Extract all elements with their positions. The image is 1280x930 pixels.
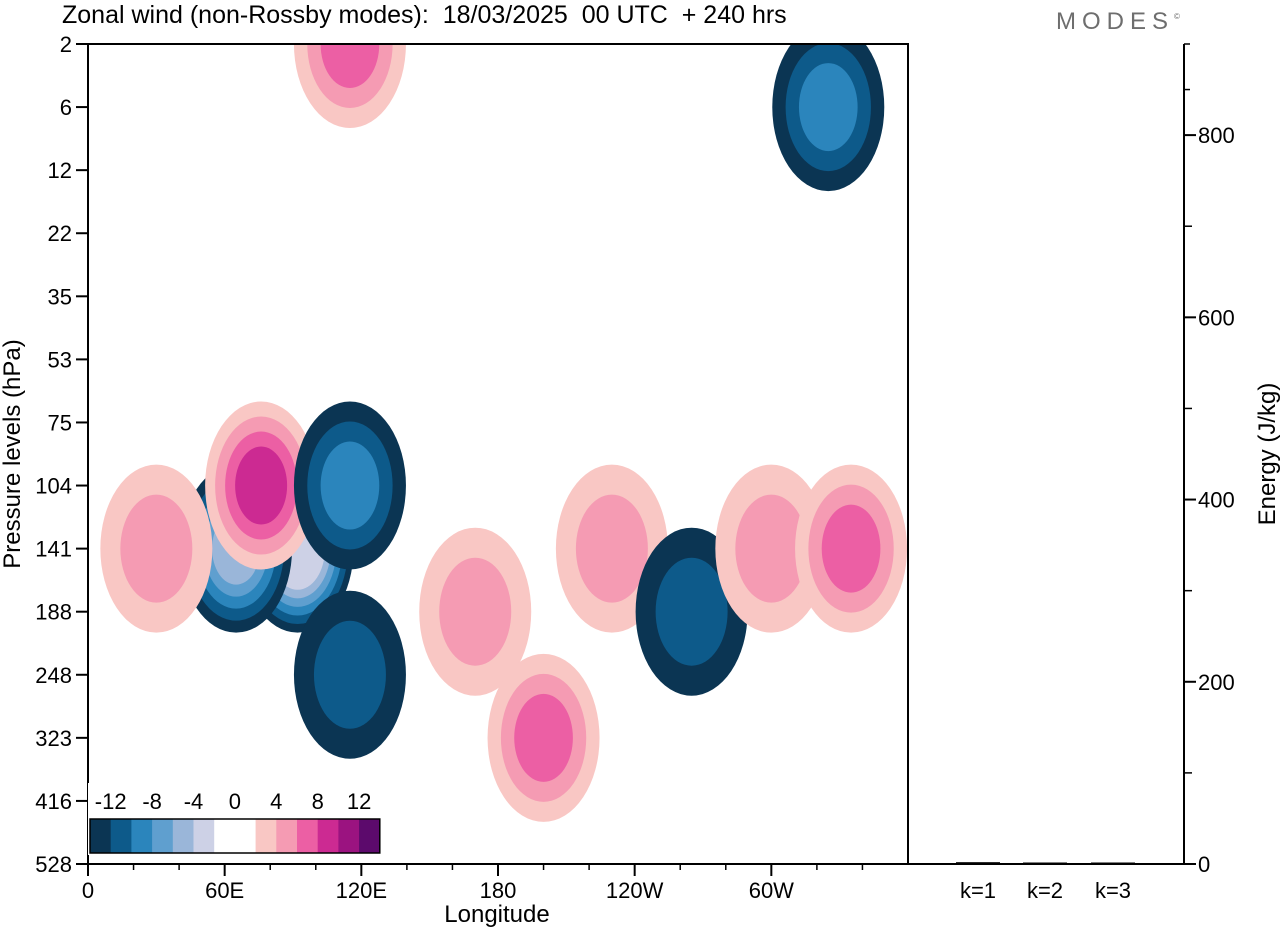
heatmap-contour xyxy=(120,494,193,603)
y-tick-label: 22 xyxy=(48,221,72,246)
y-tick-label: 528 xyxy=(35,852,72,877)
y-tick-label: 2 xyxy=(60,32,72,57)
energy-tick-label: 800 xyxy=(1198,123,1235,148)
y-tick-label: 35 xyxy=(48,284,72,309)
energy-bar xyxy=(1023,862,1067,864)
y-tick-label: 141 xyxy=(35,537,72,562)
colorbar: -12 -8 -4 0 4 8 12 xyxy=(88,783,383,855)
y-tick-label: 323 xyxy=(35,726,72,751)
heatmap-feature xyxy=(293,44,406,128)
y-axis-label: Pressure levels (hPa) xyxy=(0,339,26,568)
x-tick-label: 180 xyxy=(480,878,517,903)
colorbar-cell xyxy=(234,819,257,853)
y-tick-label: 12 xyxy=(48,158,72,183)
energy-tick-label: 200 xyxy=(1198,670,1235,695)
energy-tick-label: 0 xyxy=(1198,852,1210,877)
heatmap-feature xyxy=(293,401,406,570)
x-tick-label: 60E xyxy=(205,878,244,903)
heatmap-feature xyxy=(715,464,828,633)
x-tick-label: 0 xyxy=(82,878,94,903)
heatmap-contour xyxy=(735,494,808,603)
colorbar-label: -8 xyxy=(142,789,162,814)
y-tick-label: 416 xyxy=(35,789,72,814)
heatmap-contour xyxy=(798,63,858,152)
heatmap-contour xyxy=(821,504,881,593)
colorbar-cell xyxy=(359,819,381,853)
heatmap-feature xyxy=(795,464,908,633)
heatmap-contour xyxy=(313,620,386,729)
colorbar-frame xyxy=(89,818,381,854)
colorbar-cell xyxy=(276,819,298,853)
x-tick-label: 60W xyxy=(749,878,794,903)
colorbar-cell xyxy=(90,819,112,853)
heatmap-axes: 0 60E 120E 180 120W 60W 2 6 12 22 35 53 75 104 141 188 2… xyxy=(35,32,864,903)
heatmap-feature xyxy=(772,44,885,192)
energy-tick-label: 600 xyxy=(1198,305,1235,330)
heatmap-contour xyxy=(320,44,380,88)
heatmap-contour xyxy=(320,441,380,530)
energy-bar xyxy=(956,862,1000,864)
heatmap-contour xyxy=(514,693,573,782)
energy-category-label: k=2 xyxy=(1027,878,1063,903)
colorbar-cell xyxy=(297,819,319,853)
y-tick-label: 53 xyxy=(48,347,72,372)
y-tick-label: 6 xyxy=(60,95,72,120)
colorbar-cell xyxy=(317,819,339,853)
colorbar-cell xyxy=(214,819,236,853)
y-tick-label: 248 xyxy=(35,663,72,688)
x-tick-label: 120E xyxy=(336,878,387,903)
colorbar-cell xyxy=(338,819,360,853)
colorbar-label: -12 xyxy=(95,789,127,814)
heatmap-contour xyxy=(655,557,728,666)
heatmap-feature xyxy=(419,527,532,696)
heatmap-contour xyxy=(439,557,512,666)
colorbar-cell xyxy=(110,819,132,853)
y-tick-label: 75 xyxy=(48,410,72,435)
heatmap-feature xyxy=(205,401,318,570)
colorbar-cell xyxy=(193,819,215,853)
colorbar-label: 0 xyxy=(229,789,241,814)
colorbar-label: 12 xyxy=(347,789,371,814)
energy-bar xyxy=(1091,862,1135,864)
heatmap-feature xyxy=(487,653,600,822)
heatmap-feature xyxy=(100,464,213,633)
heatmap-field xyxy=(100,44,908,822)
heatmap-contour xyxy=(235,446,288,525)
heatmap-contour xyxy=(575,494,648,603)
energy-category-label: k=3 xyxy=(1095,878,1131,903)
energy-tick-label: 400 xyxy=(1198,488,1235,513)
colorbar-label: 8 xyxy=(312,789,324,814)
energy-panel: 0 200 400 600 800 k=1 k=2 k=3 xyxy=(956,43,1235,903)
modes-logo: MODES© xyxy=(1056,8,1180,35)
x-tick-label: 120W xyxy=(606,878,664,903)
y-tick-label: 188 xyxy=(35,600,72,625)
y-tick-label: 104 xyxy=(35,474,72,499)
energy-category-label: k=1 xyxy=(960,878,996,903)
heatmap-feature xyxy=(293,590,406,759)
colorbar-label: 4 xyxy=(270,789,282,814)
chart-title: Zonal wind (non-Rossby modes): 18/03/202… xyxy=(62,1,787,29)
colorbar-cell xyxy=(255,819,277,853)
colorbar-cell xyxy=(152,819,174,853)
colorbar-label: -4 xyxy=(184,789,204,814)
colorbar-cell xyxy=(172,819,194,853)
x-axis-label: Longitude xyxy=(444,901,549,928)
colorbar-cell xyxy=(131,819,153,853)
energy-axis-label: Energy (J/kg) xyxy=(1254,383,1280,526)
